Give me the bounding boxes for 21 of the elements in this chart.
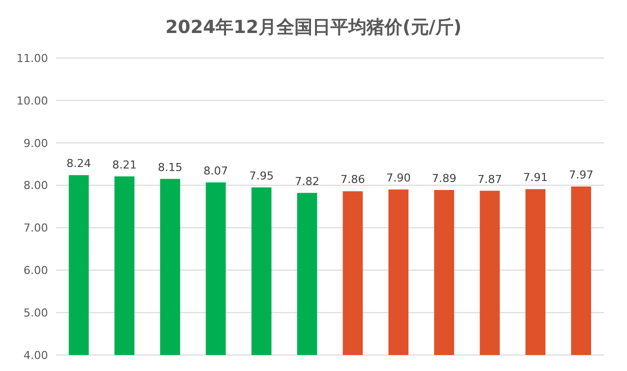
data-label: 8.07 — [204, 164, 228, 178]
data-label: 7.89 — [432, 172, 456, 185]
data-label: 7.90 — [386, 172, 411, 185]
y-tick-label: 5.00 — [24, 306, 48, 320]
data-label: 8.24 — [66, 157, 92, 170]
data-label: 8.15 — [158, 160, 182, 174]
data-label: 7.87 — [478, 172, 502, 186]
y-tick-label: 10.00 — [16, 94, 48, 108]
y-tick-label: 11.00 — [16, 52, 48, 65]
data-label: 7.86 — [340, 173, 366, 186]
chart-title: 2024年12月全国日平均猪价(元/斤) — [164, 16, 463, 40]
data-label: 7.82 — [294, 174, 320, 188]
data-label: 7.95 — [249, 169, 274, 182]
y-tick-label: 9.00 — [24, 136, 48, 150]
y-tick-label: 6.00 — [24, 264, 48, 278]
y-tick-label: 8.00 — [24, 179, 48, 192]
data-label: 7.97 — [568, 168, 594, 182]
y-tick-label: 4.00 — [24, 348, 48, 362]
y-tick-label: 7.00 — [24, 222, 48, 235]
data-label: 7.91 — [523, 171, 548, 184]
data-label: 8.21 — [112, 158, 137, 172]
